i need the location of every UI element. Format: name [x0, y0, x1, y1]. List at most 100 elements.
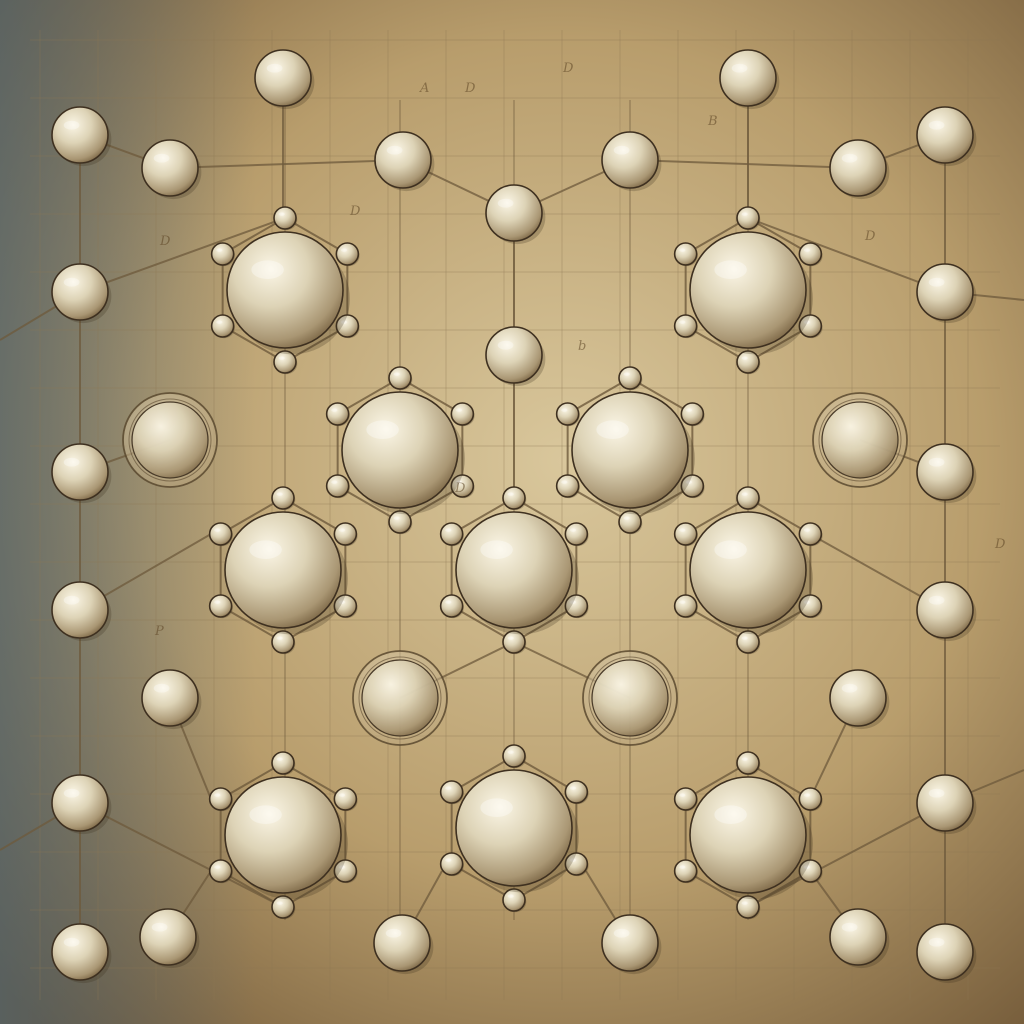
- large-atom: [226, 231, 350, 355]
- small-atom: [673, 242, 698, 267]
- annotation-glyph: b: [578, 339, 586, 354]
- bond-line: [747, 802, 946, 908]
- medium-atom: [916, 774, 977, 835]
- medium-atom: [916, 106, 977, 167]
- bond-line: [629, 159, 859, 169]
- large-atom: [224, 776, 348, 900]
- medium-atom: [51, 774, 112, 835]
- small-atom: [798, 787, 823, 812]
- annotation-glyph: D: [464, 81, 476, 96]
- small-atom: [502, 630, 527, 655]
- medium-atom: [601, 131, 662, 192]
- small-atom: [680, 474, 705, 499]
- small-atom: [333, 787, 358, 812]
- small-atom: [673, 522, 698, 547]
- medium-atom: [719, 49, 780, 110]
- large-atom: [689, 231, 813, 355]
- annotation-glyph: D: [864, 229, 876, 244]
- small-atom: [210, 242, 235, 267]
- annotation-glyph: D: [454, 481, 466, 496]
- annotation-glyph: D: [159, 234, 171, 249]
- ringed-atom: [352, 650, 448, 746]
- small-atom: [798, 314, 823, 339]
- small-atom: [271, 895, 296, 920]
- medium-atom: [374, 131, 435, 192]
- small-atom: [273, 350, 298, 375]
- small-atom: [388, 366, 413, 391]
- small-atom: [564, 852, 589, 877]
- small-atom: [564, 780, 589, 805]
- small-atom: [673, 859, 698, 884]
- small-atom: [736, 751, 761, 776]
- small-atom: [271, 751, 296, 776]
- medium-atom: [141, 669, 202, 730]
- large-atom: [224, 511, 348, 635]
- medium-atom: [916, 263, 977, 324]
- annotation-glyph: A: [419, 81, 429, 96]
- small-atom: [208, 787, 233, 812]
- small-atom: [273, 206, 298, 231]
- small-atom: [673, 594, 698, 619]
- bond-line: [79, 802, 284, 908]
- annotation-glyphs: A D D B Db D D D D P: [154, 61, 1006, 639]
- bond-line: [79, 217, 286, 293]
- medium-atom: [373, 914, 434, 975]
- small-atom: [439, 522, 464, 547]
- medium-atom: [51, 923, 112, 984]
- annotation-glyph: B: [707, 114, 718, 129]
- small-atom: [388, 510, 413, 535]
- medium-atom: [51, 263, 112, 324]
- small-atom: [208, 859, 233, 884]
- small-atom: [673, 787, 698, 812]
- small-atom: [210, 314, 235, 339]
- annotation-glyph: P: [154, 624, 164, 639]
- large-atom: [689, 776, 813, 900]
- small-atom: [208, 522, 233, 547]
- medium-atom: [254, 49, 315, 110]
- small-atom: [335, 242, 360, 267]
- ringed-atom: [582, 650, 678, 746]
- small-atom: [736, 206, 761, 231]
- bond-line: [747, 217, 946, 293]
- small-atom: [439, 594, 464, 619]
- medium-atom: [51, 581, 112, 642]
- small-atom: [798, 522, 823, 547]
- ringed-atom: [122, 392, 218, 488]
- annotation-glyph: D: [562, 61, 574, 76]
- medium-atom: [485, 184, 546, 245]
- small-atom: [555, 474, 580, 499]
- small-atom: [450, 474, 475, 499]
- small-atom: [680, 402, 705, 427]
- small-atom: [798, 242, 823, 267]
- medium-atom: [51, 106, 112, 167]
- small-atom: [736, 895, 761, 920]
- large-atom: [571, 391, 695, 515]
- small-atom: [450, 402, 475, 427]
- small-atom: [325, 474, 350, 499]
- medium-atom: [829, 669, 890, 730]
- small-atom: [333, 859, 358, 884]
- medium-atom: [829, 139, 890, 200]
- atom-spheres: [51, 49, 977, 984]
- small-atom: [439, 852, 464, 877]
- small-atom: [564, 594, 589, 619]
- small-atom: [333, 522, 358, 547]
- medium-atom: [485, 326, 546, 387]
- small-atom: [271, 630, 296, 655]
- small-atom: [502, 888, 527, 913]
- small-atom: [736, 350, 761, 375]
- small-atom: [736, 630, 761, 655]
- small-atom: [335, 314, 360, 339]
- small-atom: [439, 780, 464, 805]
- annotation-glyph: D: [994, 537, 1006, 552]
- small-atom: [502, 744, 527, 769]
- medium-atom: [51, 443, 112, 504]
- large-atom: [455, 769, 579, 893]
- large-atom: [455, 511, 579, 635]
- small-atom: [618, 366, 643, 391]
- bond-line: [169, 159, 404, 169]
- large-atom: [341, 391, 465, 515]
- small-atom: [673, 314, 698, 339]
- small-atom: [798, 859, 823, 884]
